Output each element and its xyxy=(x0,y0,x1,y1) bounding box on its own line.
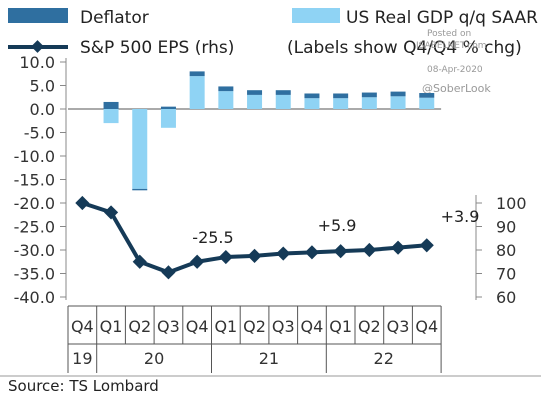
year-label: 21 xyxy=(259,349,279,368)
eps-point xyxy=(333,244,348,259)
quarter-label: Q4 xyxy=(186,317,209,336)
left-tick-label: 10.0 xyxy=(19,53,55,72)
deflator-bar xyxy=(218,86,234,92)
watermark: Posted on ISABELNET.com 08-Apr-2020 @Sob… xyxy=(416,29,491,95)
deflator-bar xyxy=(419,93,435,98)
right-tick-label: 100 xyxy=(496,194,527,213)
gdp-bar xyxy=(132,109,148,189)
deflator-bar xyxy=(132,188,148,191)
legend-note: (Labels show Q4/Q4 % chg) xyxy=(287,38,522,58)
eps-point xyxy=(132,254,147,269)
legend-swatch-deflator xyxy=(8,8,68,23)
quarter-label: Q2 xyxy=(243,317,266,336)
year-label: 19 xyxy=(72,349,92,368)
deflator-bar xyxy=(160,106,176,109)
left-tick-label: -5.0 xyxy=(24,124,55,143)
quarter-label: Q1 xyxy=(329,317,352,336)
eps-point xyxy=(247,248,262,263)
eps-point xyxy=(161,265,176,280)
eps-point xyxy=(276,246,291,261)
left-tick-label: -20.0 xyxy=(14,194,55,213)
gdp-bar xyxy=(103,109,119,124)
annotations: -25.5 +5.9 +3.9 xyxy=(192,207,479,247)
watermark-date: 08-Apr-2020 xyxy=(427,65,483,75)
quarter-label: Q3 xyxy=(387,317,410,336)
annotation-label: +3.9 xyxy=(441,207,480,226)
quarter-label: Q1 xyxy=(100,317,123,336)
watermark-handle: @SoberLook xyxy=(422,82,491,95)
x-axis: Q4 Q1 Q2 Q3 Q4 Q1 Q2 Q3 Q4 Q1 Q2 Q3 Q4 19 20 21 22 xyxy=(0,305,541,377)
legend-swatch-gdp xyxy=(292,8,340,23)
quarter-label: Q3 xyxy=(157,317,180,336)
deflator-bar xyxy=(390,91,406,97)
left-tick-label: 0.0 xyxy=(30,100,55,119)
left-tick-label: -25.0 xyxy=(14,218,55,237)
eps-point xyxy=(419,238,434,253)
legend-marker-eps xyxy=(31,40,44,53)
gdp-bar xyxy=(361,97,377,109)
right-tick-label: 70 xyxy=(496,265,516,284)
legend-label-deflator: Deflator xyxy=(80,8,149,28)
year-label: 22 xyxy=(374,349,394,368)
right-tick-label: 80 xyxy=(496,241,516,260)
deflator-bar xyxy=(275,90,291,95)
left-tick-label: 5.0 xyxy=(30,77,55,96)
deflator-bar xyxy=(103,101,119,109)
eps-point xyxy=(304,245,320,260)
quarter-label: Q3 xyxy=(272,317,295,336)
quarter-label: Q4 xyxy=(301,317,324,336)
left-tick-label: -40.0 xyxy=(14,288,55,307)
quarter-label: Q4 xyxy=(415,317,438,336)
deflator-bar xyxy=(333,93,349,99)
right-tick-label: 90 xyxy=(496,218,516,237)
legend-label-gdp: US Real GDP q/q SAAR xyxy=(346,8,538,28)
left-tick-label: -30.0 xyxy=(14,241,55,260)
gdp-bar xyxy=(304,98,320,109)
right-tick-label: 60 xyxy=(496,288,516,307)
gdp-bar xyxy=(275,94,291,109)
legend: Deflator US Real GDP q/q SAAR S&P 500 EP… xyxy=(8,8,538,58)
eps-point xyxy=(75,195,90,211)
annotation-label: -25.5 xyxy=(192,228,233,247)
left-axis: 10.0 5.0 0.0 -5.0 -10.0 -15.0 -20.0 -25.0 -30.0 -… xyxy=(14,53,67,307)
year-label: 20 xyxy=(144,349,164,368)
gdp-bar xyxy=(189,76,205,109)
eps-point xyxy=(390,240,406,255)
eps-point xyxy=(190,254,205,269)
quarter-label: Q1 xyxy=(214,317,237,336)
deflator-bar xyxy=(304,93,320,99)
eps-point xyxy=(362,242,377,258)
source-note: Source: TS Lombard xyxy=(8,377,159,395)
gdp-bar xyxy=(160,109,176,128)
left-tick-label: -35.0 xyxy=(14,265,55,284)
gdp-bar xyxy=(333,98,349,109)
left-tick-label: -10.0 xyxy=(14,147,55,166)
watermark-posted: Posted on xyxy=(427,29,471,39)
gdp-bar xyxy=(390,96,406,109)
eps-line-series xyxy=(75,195,434,280)
bars xyxy=(103,71,435,191)
quarter-label: Q2 xyxy=(358,317,381,336)
legend-label-eps: S&P 500 EPS (rhs) xyxy=(80,38,234,58)
annotation-label: +5.9 xyxy=(318,216,357,235)
left-tick-label: -15.0 xyxy=(14,171,55,190)
gdp-bar xyxy=(247,94,263,109)
quarter-label: Q2 xyxy=(128,317,151,336)
deflator-bar xyxy=(361,92,377,98)
gdp-bar xyxy=(218,91,234,109)
deflator-bar xyxy=(247,90,263,95)
watermark-site: ISABELNET.com xyxy=(416,41,487,51)
gdp-bar xyxy=(419,97,435,109)
eps-point xyxy=(218,249,233,265)
right-axis: 100 90 80 70 60 xyxy=(475,194,527,307)
deflator-bar xyxy=(189,71,205,77)
quarter-label: Q4 xyxy=(71,317,94,336)
